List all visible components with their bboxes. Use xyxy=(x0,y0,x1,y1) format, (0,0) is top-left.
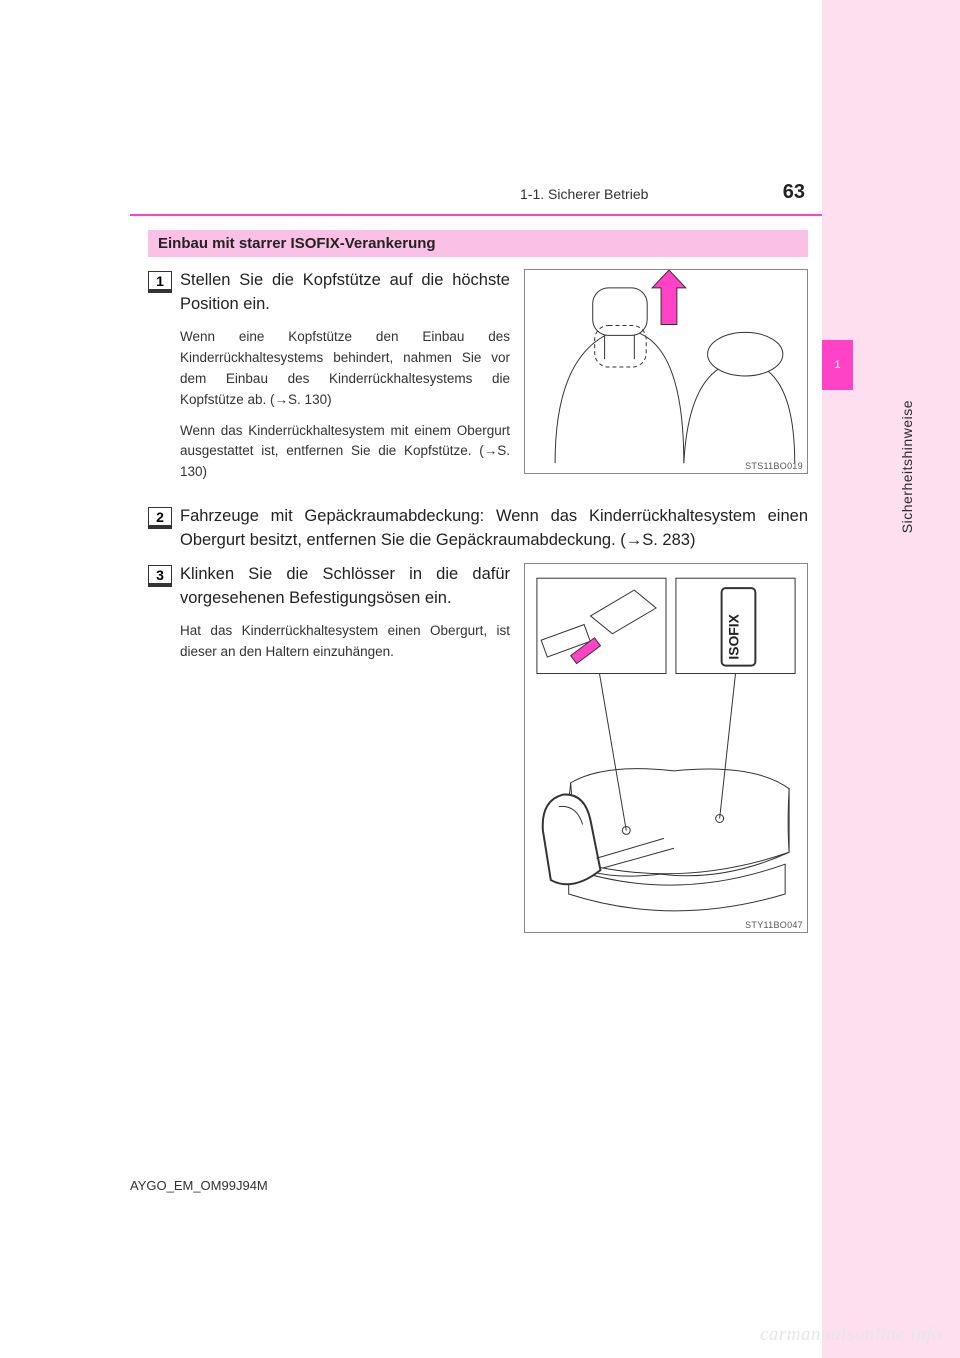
step-3-row: 3 Klinken Sie die Schlösser in die dafür… xyxy=(148,563,808,933)
step-2: 2 Fahrzeuge mit Gepäckraumabdeckung: Wen… xyxy=(148,505,808,553)
step-3-text: Klinken Sie die Schlösser in die dafür v… xyxy=(180,563,510,611)
step-1-row: 1 Stellen Sie die Kopfstütze auf die höc… xyxy=(148,269,808,493)
chapter-tab: 1 xyxy=(822,340,853,390)
section-label: 1-1. Sicherer Betrieb xyxy=(520,186,648,202)
watermark: carmanualsonline.info xyxy=(760,1324,942,1346)
step-1-note-1: Wenn eine Kopfstütze den Einbau des Kind… xyxy=(180,327,510,411)
step-number-box: 3 xyxy=(148,565,172,587)
figure-headrest: STS11BO019 xyxy=(524,269,808,474)
chapter-number: 1 xyxy=(834,359,840,371)
page-number: 63 xyxy=(783,181,805,204)
section-heading: Einbau mit starrer ISOFIX-Verankerung xyxy=(148,230,808,257)
step-3: 3 Klinken Sie die Schlösser in die dafür… xyxy=(148,563,510,663)
sidebar: 1 Sicherheitshinweise xyxy=(822,0,960,1358)
step-1-note-2: Wenn das Kinderrückhaltesystem mit einem… xyxy=(180,421,510,484)
figure-1-code: STS11BO019 xyxy=(745,461,803,471)
step-1-text: Stellen Sie die Kopfstütze auf die höchs… xyxy=(180,269,510,317)
figure-2-code: STY11BO047 xyxy=(745,920,803,930)
header-rule xyxy=(130,214,822,216)
content-area: Einbau mit starrer ISOFIX-Verankerung 1 … xyxy=(148,230,808,933)
step-2-text: Fahrzeuge mit Gepäckraumabdeckung: Wenn … xyxy=(180,505,808,553)
step-1: 1 Stellen Sie die Kopfstütze auf die höc… xyxy=(148,269,510,483)
sidebar-title: Sicherheitshinweise xyxy=(899,400,915,533)
step-number-box: 2 xyxy=(148,507,172,529)
step-3-note-1: Hat das Kinderrückhaltesystem einen Ober… xyxy=(180,621,510,663)
document-code: AYGO_EM_OM99J94M xyxy=(130,1178,268,1193)
step-number-box: 1 xyxy=(148,271,172,293)
manual-page: 1 Sicherheitshinweise 1-1. Sicherer Betr… xyxy=(0,0,960,1358)
figure-isofix: ISOFIX xyxy=(524,563,808,933)
isofix-label: ISOFIX xyxy=(725,613,741,659)
